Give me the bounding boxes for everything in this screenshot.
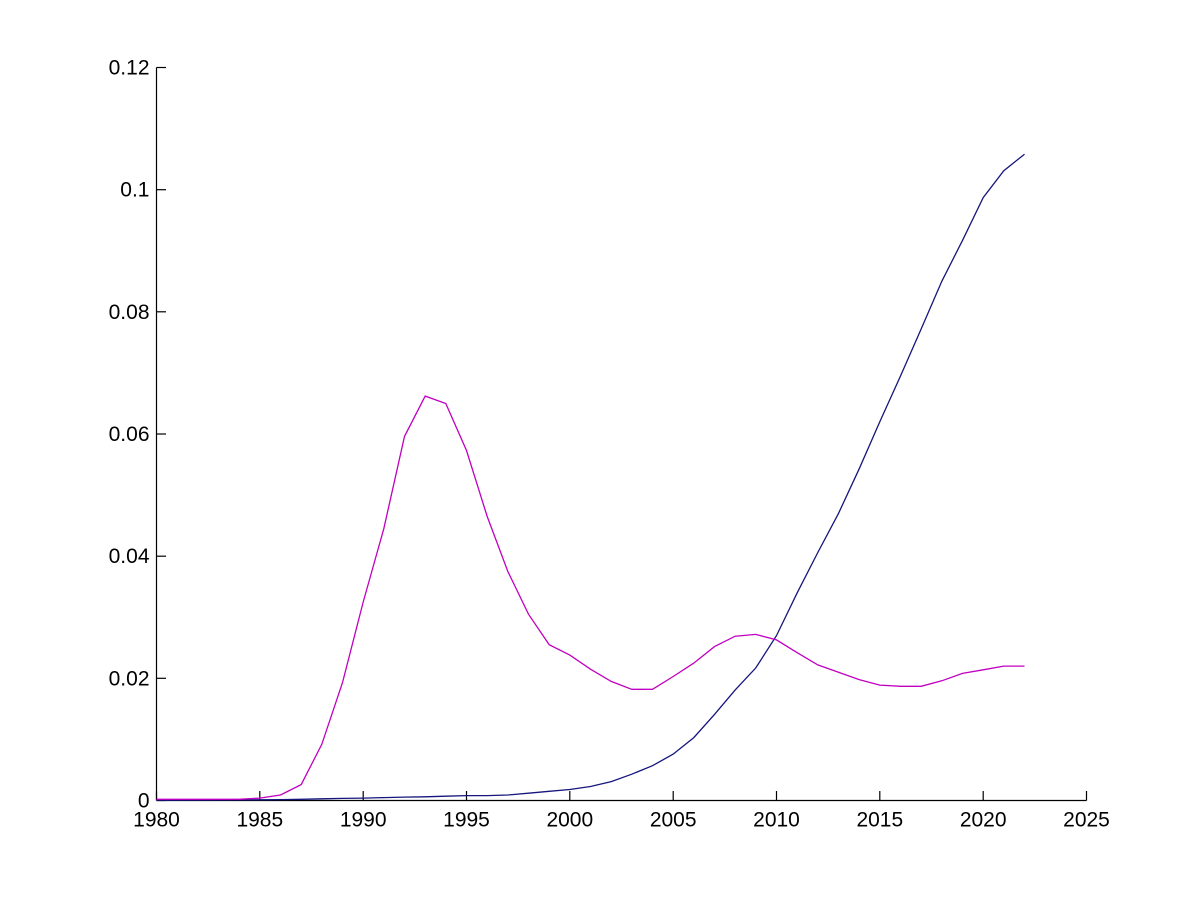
- svg-text:1980: 1980: [133, 809, 180, 832]
- svg-text:2010: 2010: [753, 809, 800, 832]
- svg-text:0.06: 0.06: [109, 423, 150, 446]
- svg-text:2005: 2005: [650, 809, 697, 832]
- svg-text:2025: 2025: [1063, 809, 1110, 832]
- svg-text:1995: 1995: [443, 809, 490, 832]
- svg-text:0.1: 0.1: [120, 179, 149, 202]
- svg-text:2000: 2000: [546, 809, 593, 832]
- svg-text:0.12: 0.12: [109, 57, 150, 80]
- svg-text:0.02: 0.02: [109, 667, 150, 690]
- svg-text:2015: 2015: [856, 809, 903, 832]
- svg-text:0.08: 0.08: [109, 301, 150, 324]
- svg-text:2020: 2020: [960, 809, 1007, 832]
- svg-text:0.04: 0.04: [109, 545, 150, 568]
- svg-text:0: 0: [138, 790, 150, 813]
- svg-text:1985: 1985: [236, 809, 283, 832]
- svg-text:1990: 1990: [340, 809, 387, 832]
